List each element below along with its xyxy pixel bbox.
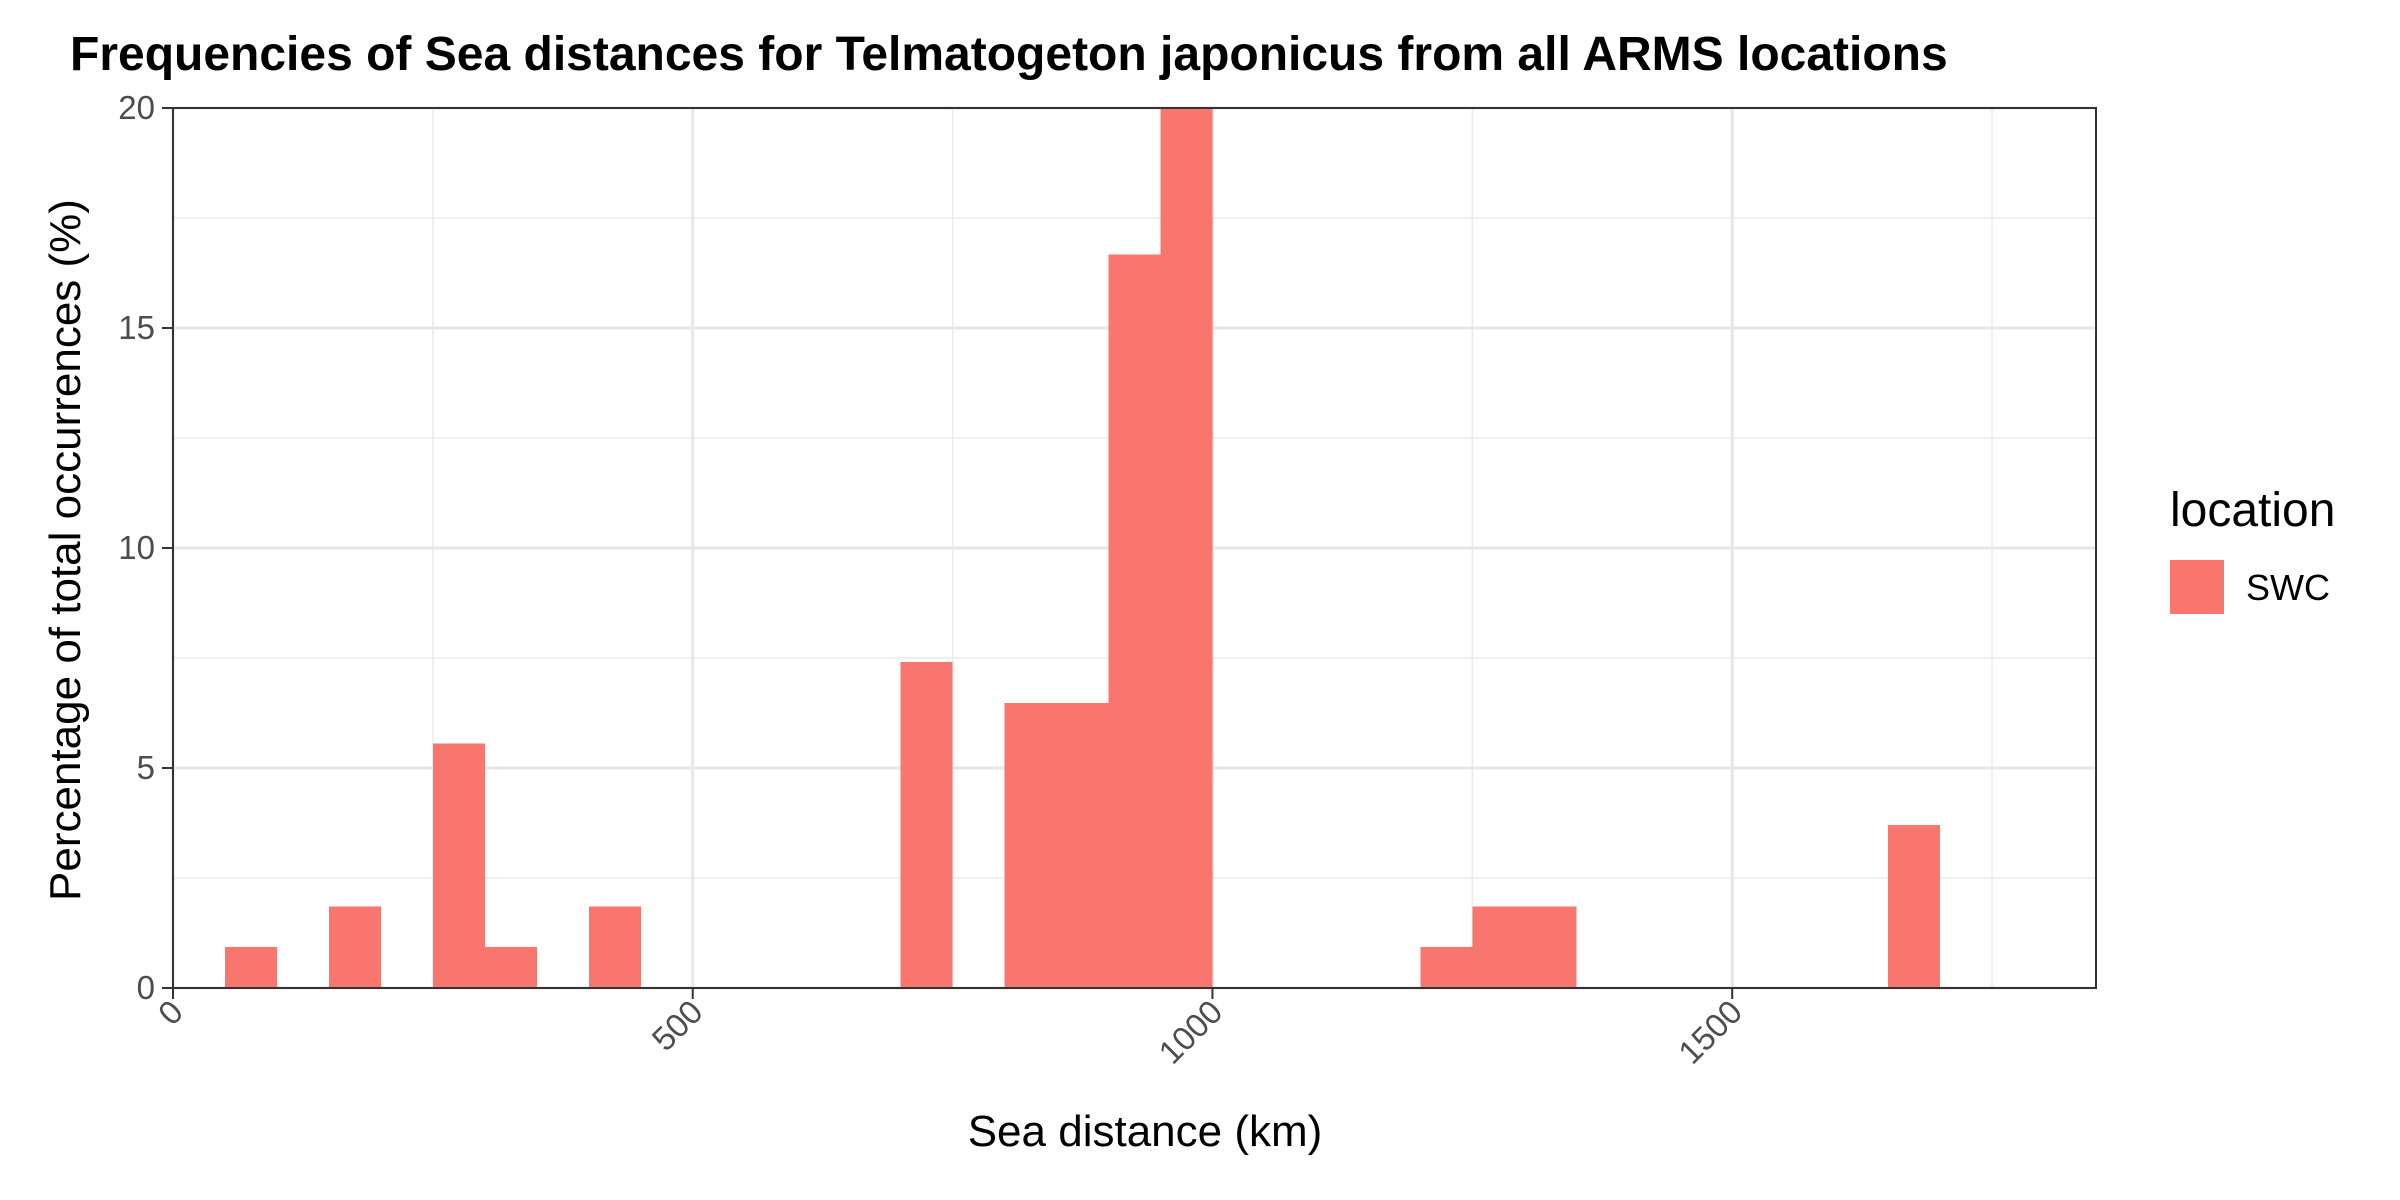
- histogram-bar: [1420, 947, 1473, 988]
- legend: location SWC: [2170, 484, 2335, 614]
- histogram-bar: [588, 906, 641, 988]
- histogram-bar: [1472, 906, 1525, 988]
- histogram-bar: [1108, 254, 1161, 988]
- histogram-bar: [432, 743, 485, 988]
- histogram-bar: [1524, 906, 1577, 988]
- histogram-bar: [484, 947, 537, 988]
- histogram-bar: [1056, 702, 1109, 988]
- y-tick-label: 20: [118, 89, 155, 126]
- bars: [224, 108, 1941, 988]
- x-axis-title: Sea distance (km): [968, 1107, 1323, 1156]
- legend-title: location: [2170, 484, 2335, 537]
- y-tick-label: 5: [137, 749, 155, 786]
- histogram-bar: [1004, 702, 1057, 988]
- histogram-bar: [328, 906, 381, 988]
- y-tick-label: 15: [118, 309, 155, 346]
- histogram-bar: [1888, 825, 1941, 988]
- histogram-bar: [900, 661, 953, 988]
- y-tick-label: 0: [137, 969, 155, 1006]
- y-axis: 0 5 10 15 20: [118, 89, 173, 1006]
- legend-key-swc: [2170, 560, 2224, 614]
- histogram-bar: [1160, 108, 1213, 988]
- chart-title: Frequencies of Sea distances for Telmato…: [70, 28, 1948, 81]
- plot-area: [171, 106, 2097, 990]
- histogram-bar: [224, 947, 277, 988]
- legend-label-swc: SWC: [2246, 567, 2330, 608]
- y-axis-title: Percentage of total occurrences (%): [41, 199, 90, 901]
- y-tick-label: 10: [118, 529, 155, 566]
